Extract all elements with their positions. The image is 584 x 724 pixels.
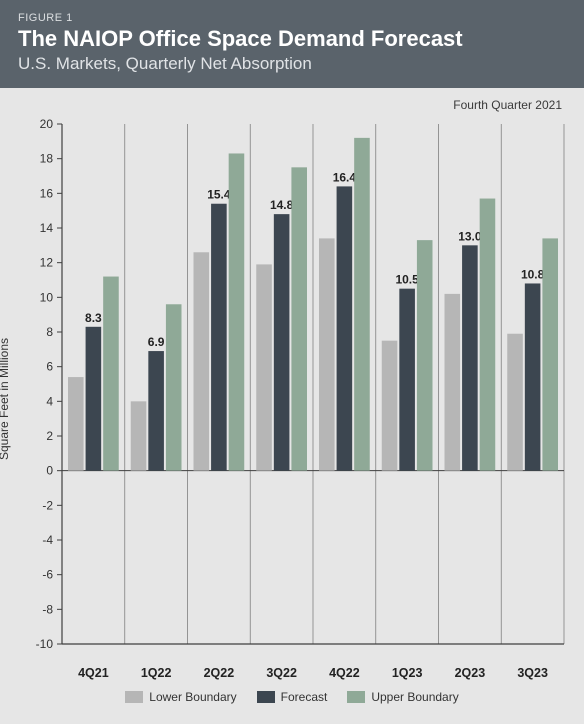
x-axis-label: 4Q21 (62, 666, 125, 680)
bar (319, 238, 335, 470)
bar (229, 153, 245, 470)
svg-text:-6: -6 (42, 568, 53, 582)
svg-text:2: 2 (46, 429, 53, 443)
x-axis-label: 2Q22 (188, 666, 251, 680)
bar (354, 138, 370, 471)
svg-text:14.8: 14.8 (270, 198, 294, 212)
bar (382, 341, 398, 471)
bar (399, 289, 415, 471)
bar (462, 245, 478, 470)
legend-swatch (125, 691, 143, 703)
bar (211, 204, 227, 471)
bar (256, 264, 272, 470)
svg-text:12: 12 (40, 256, 54, 270)
chart-header: FIGURE 1 The NAIOP Office Space Demand F… (0, 0, 584, 88)
bar (148, 351, 164, 471)
legend-swatch (347, 691, 365, 703)
bar (417, 240, 433, 471)
legend-swatch (257, 691, 275, 703)
svg-text:15.4: 15.4 (207, 188, 231, 202)
x-axis-label: 1Q22 (125, 666, 188, 680)
svg-text:14: 14 (40, 221, 54, 235)
svg-text:16.4: 16.4 (333, 170, 357, 184)
legend-label: Upper Boundary (371, 690, 458, 704)
svg-text:-8: -8 (42, 602, 53, 616)
legend-label: Lower Boundary (149, 690, 236, 704)
svg-text:18: 18 (40, 152, 54, 166)
bar (525, 283, 541, 470)
bar (291, 167, 307, 470)
bar (68, 377, 84, 471)
x-axis-label: 3Q22 (250, 666, 313, 680)
x-axis-label: 3Q23 (501, 666, 564, 680)
svg-text:16: 16 (40, 186, 54, 200)
chart-subtitle: U.S. Markets, Quarterly Net Absorption (18, 54, 566, 74)
svg-text:6.9: 6.9 (148, 335, 165, 349)
bar-chart: -10 -8 -6 -4 -2 0 2 4 6 8 10 12 14 16 18 20 8.3 6.9 15.4 14… (0, 114, 584, 674)
bar (86, 327, 102, 471)
bar (103, 277, 119, 471)
bar (542, 238, 558, 470)
bar (166, 304, 182, 470)
y-axis-label: Square Feet in Millions (0, 338, 11, 460)
svg-text:-4: -4 (42, 533, 53, 547)
x-axis-label: 2Q23 (439, 666, 502, 680)
svg-text:10: 10 (40, 290, 54, 304)
chart-title: The NAIOP Office Space Demand Forecast (18, 26, 566, 52)
legend-label: Forecast (281, 690, 328, 704)
svg-text:6: 6 (46, 360, 53, 374)
svg-text:-10: -10 (36, 637, 54, 651)
svg-text:10.5: 10.5 (395, 273, 419, 287)
bar (274, 214, 290, 471)
legend: Lower Boundary Forecast Upper Boundary (0, 684, 584, 716)
x-axis-label: 1Q23 (376, 666, 439, 680)
legend-item: Upper Boundary (347, 690, 458, 704)
chart-note: Fourth Quarter 2021 (0, 88, 584, 114)
svg-text:0: 0 (46, 464, 53, 478)
bar (480, 199, 496, 471)
x-axis-labels: 4Q211Q222Q223Q224Q221Q232Q233Q23 (62, 666, 564, 680)
svg-text:8: 8 (46, 325, 53, 339)
chart-area: Square Feet in Millions -10 -8 -6 -4 -2 0 2 4 6 8… (0, 114, 584, 684)
svg-text:8.3: 8.3 (85, 311, 102, 325)
x-axis-label: 4Q22 (313, 666, 376, 680)
figure-label: FIGURE 1 (18, 12, 566, 24)
legend-item: Forecast (257, 690, 328, 704)
svg-text:13.0: 13.0 (458, 229, 482, 243)
bar (194, 252, 210, 470)
legend-item: Lower Boundary (125, 690, 236, 704)
bar (337, 186, 353, 470)
svg-text:-2: -2 (42, 498, 53, 512)
bar (445, 294, 461, 471)
svg-text:10.8: 10.8 (521, 267, 545, 281)
svg-text:20: 20 (40, 117, 54, 131)
svg-text:4: 4 (46, 394, 53, 408)
bar (507, 334, 523, 471)
bar (131, 401, 147, 470)
